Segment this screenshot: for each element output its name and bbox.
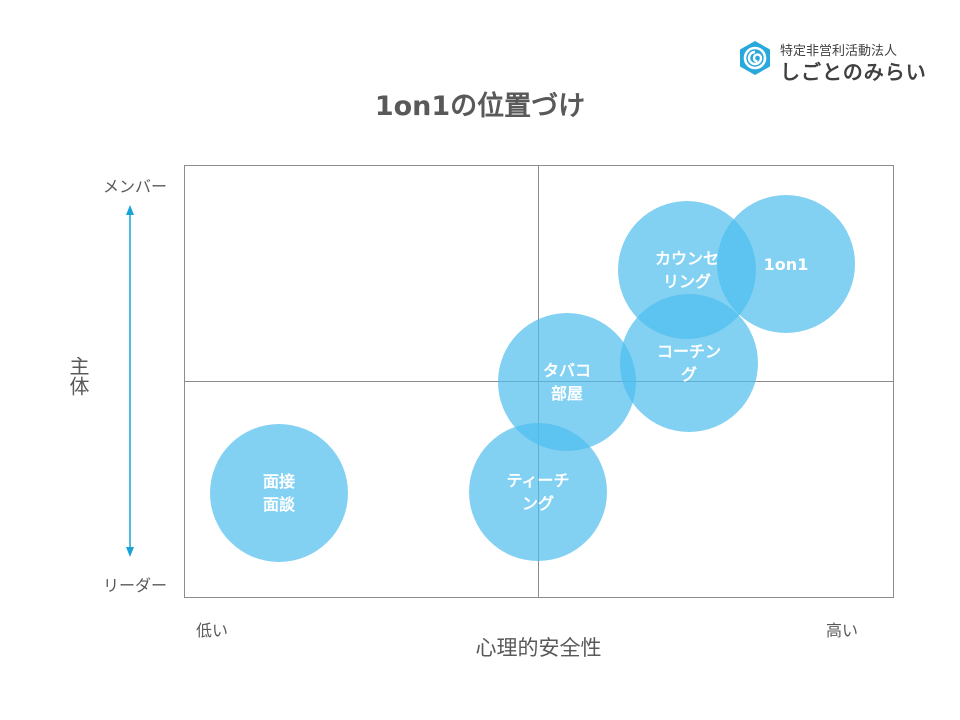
y-top-label: メンバー: [102, 177, 167, 196]
bubble-smoking-room: タバコ 部屋: [498, 313, 636, 451]
x-high-label: 高い: [826, 621, 859, 640]
y-axis-title: 主体: [66, 356, 90, 396]
spiral-logo-icon: [740, 41, 770, 75]
x-axis-title: 心理的安全性: [475, 636, 602, 660]
page-title: 1on1の位置づけ: [374, 91, 586, 122]
bubble-interview: 面接 面談: [210, 424, 348, 562]
bubble-1on1: 1on1: [717, 195, 855, 333]
double-arrow-icon: [126, 205, 134, 557]
logo-name: しごとのみらい: [780, 60, 927, 84]
x-low-label: 低い: [196, 621, 229, 640]
logo-org-type: 特定非営利活動法人: [780, 44, 898, 59]
org-logo: 特定非営利活動法人 しごとのみらい: [737, 40, 937, 84]
y-bottom-label: リーダー: [102, 576, 167, 595]
